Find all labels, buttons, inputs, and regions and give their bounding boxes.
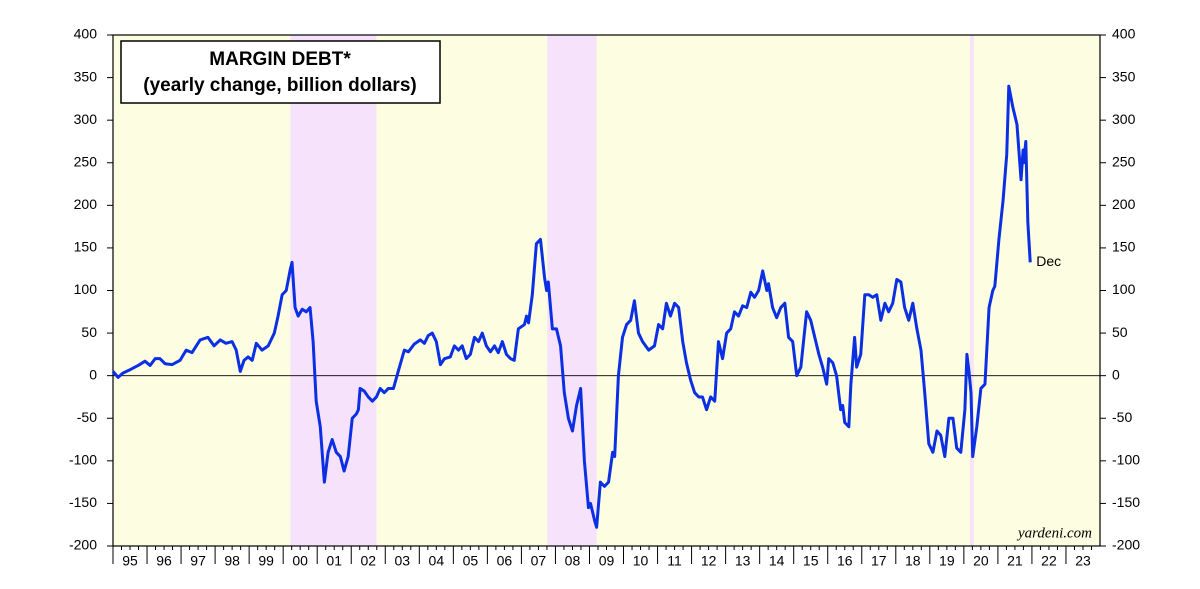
y-tick-label: 400 — [74, 26, 98, 42]
x-tick-label: 01 — [326, 553, 342, 569]
x-tick-label: 07 — [531, 553, 547, 569]
y-tick-label: 0 — [89, 366, 97, 382]
y2-tick-label: 250 — [1112, 153, 1136, 169]
plot-background — [113, 35, 1100, 546]
x-tick-label: 17 — [871, 553, 887, 569]
y2-tick-label: 300 — [1112, 111, 1136, 127]
x-tick-label: 19 — [939, 553, 955, 569]
x-tick-label: 98 — [224, 553, 240, 569]
y2-tick-label: 400 — [1112, 26, 1136, 42]
y2-tick-label: 150 — [1112, 239, 1136, 255]
y2-tick-label: -200 — [1112, 537, 1140, 553]
x-tick-label: 18 — [905, 553, 921, 569]
x-tick-label: 99 — [258, 553, 274, 569]
x-tick-label: 23 — [1075, 553, 1091, 569]
shaded-period — [969, 35, 974, 546]
x-tick-label: 14 — [769, 553, 785, 569]
y2-tick-label: -50 — [1112, 409, 1132, 425]
title-box — [120, 40, 441, 104]
x-tick-label: 20 — [973, 553, 989, 569]
x-tick-label: 05 — [463, 553, 479, 569]
shaded-period — [547, 35, 597, 546]
chart-title: MARGIN DEBT* — [209, 49, 351, 70]
y-tick-label: 100 — [74, 281, 98, 297]
y2-tick-label: 200 — [1112, 196, 1136, 212]
x-tick-label: 97 — [190, 553, 206, 569]
y-tick-label: 300 — [74, 111, 98, 127]
x-tick-label: 11 — [667, 553, 682, 569]
line — [111, 84, 1032, 529]
annotation: Dec — [1036, 253, 1061, 269]
shaded-periods — [290, 35, 974, 546]
y-tick-label: -200 — [69, 537, 97, 553]
series — [111, 84, 1032, 529]
x-tick-label: 22 — [1041, 553, 1057, 569]
y-tick-label: 200 — [74, 196, 98, 212]
x-tick-label: 95 — [122, 553, 138, 569]
x-tick-label: 06 — [497, 553, 513, 569]
x-tick-label: 12 — [701, 553, 717, 569]
x-tick-label: 08 — [565, 553, 581, 569]
x-tick-label: 96 — [156, 553, 172, 569]
y-tick-label: 50 — [81, 324, 97, 340]
x-tick-label: 21 — [1007, 553, 1023, 569]
y2-tick-label: 50 — [1112, 324, 1128, 340]
y2-tick-label: 350 — [1112, 68, 1136, 84]
y2-tick-label: -100 — [1112, 452, 1140, 468]
shaded-period — [290, 35, 377, 546]
y2-tick-label: -150 — [1112, 494, 1140, 510]
x-tick-label: 00 — [292, 553, 308, 569]
y-tick-label: 150 — [74, 239, 98, 255]
x-tick-label: 04 — [429, 553, 445, 569]
y-tick-label: -100 — [69, 452, 97, 468]
x-tick-label: 03 — [395, 553, 411, 569]
y-tick-label: -50 — [77, 409, 97, 425]
x-tick-label: 09 — [599, 553, 615, 569]
chart-subtitle: (yearly change, billion dollars) — [143, 75, 416, 96]
axes: -200-150-100-50050100150200250300350400-… — [69, 26, 1140, 569]
y2-tick-label: 100 — [1112, 281, 1136, 297]
x-tick-label: 15 — [803, 553, 819, 569]
x-tick-label: 10 — [633, 553, 649, 569]
source: yardeni.com — [1016, 525, 1092, 541]
x-tick-label: 13 — [735, 553, 751, 569]
x-tick-label: 02 — [360, 553, 376, 569]
y-tick-label: 350 — [74, 68, 98, 84]
y2-tick-label: 0 — [1112, 366, 1120, 382]
y-tick-label: 250 — [74, 153, 98, 169]
y-tick-label: -150 — [69, 494, 97, 510]
x-tick-label: 16 — [837, 553, 853, 569]
plot-frame — [112, 34, 1101, 547]
